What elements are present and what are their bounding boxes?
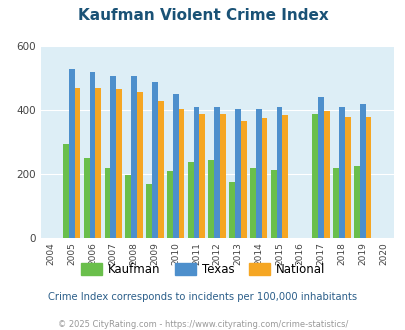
Bar: [333, 168, 338, 238]
Bar: [146, 184, 151, 238]
Bar: [282, 115, 288, 238]
Text: © 2025 CityRating.com - https://www.cityrating.com/crime-statistics/: © 2025 CityRating.com - https://www.city…: [58, 320, 347, 329]
Bar: [151, 82, 158, 238]
Bar: [95, 88, 101, 238]
Bar: [69, 69, 75, 238]
Bar: [172, 94, 178, 238]
Bar: [220, 114, 225, 238]
Bar: [338, 108, 344, 238]
Bar: [276, 107, 282, 238]
Bar: [353, 166, 359, 238]
Bar: [187, 162, 193, 238]
Text: Kaufman Violent Crime Index: Kaufman Violent Crime Index: [77, 8, 328, 23]
Bar: [83, 158, 90, 238]
Bar: [240, 120, 246, 238]
Bar: [344, 117, 350, 238]
Bar: [199, 114, 205, 238]
Bar: [364, 117, 371, 238]
Legend: Kaufman, Texas, National: Kaufman, Texas, National: [76, 258, 329, 281]
Bar: [208, 160, 214, 238]
Bar: [166, 171, 172, 238]
Bar: [261, 118, 267, 238]
Text: Crime Index corresponds to incidents per 100,000 inhabitants: Crime Index corresponds to incidents per…: [48, 292, 357, 302]
Bar: [318, 97, 323, 238]
Bar: [125, 175, 131, 238]
Bar: [116, 89, 122, 238]
Bar: [193, 108, 199, 238]
Bar: [178, 109, 184, 238]
Bar: [359, 104, 364, 238]
Bar: [311, 114, 318, 238]
Bar: [249, 168, 255, 238]
Bar: [270, 170, 276, 238]
Bar: [75, 88, 80, 238]
Bar: [234, 109, 240, 238]
Bar: [110, 76, 116, 238]
Bar: [131, 76, 136, 238]
Bar: [104, 168, 110, 238]
Bar: [255, 109, 261, 238]
Bar: [136, 92, 143, 238]
Bar: [90, 72, 95, 238]
Bar: [158, 101, 163, 238]
Bar: [229, 182, 234, 238]
Bar: [63, 144, 69, 238]
Bar: [214, 108, 220, 238]
Bar: [323, 111, 329, 238]
